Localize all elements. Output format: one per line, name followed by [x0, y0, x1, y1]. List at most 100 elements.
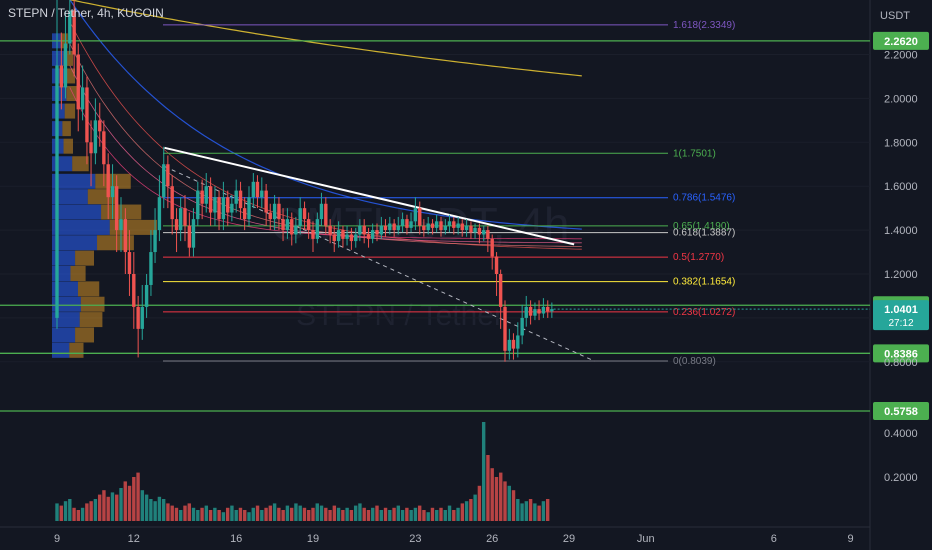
volume-bar	[524, 501, 529, 521]
candle-body	[298, 208, 302, 226]
volume-profile-bar-up	[52, 219, 110, 235]
candle-body	[392, 223, 396, 231]
candle-body	[242, 208, 247, 220]
volume-profile-bar-up	[52, 50, 64, 66]
candle-body	[426, 223, 430, 231]
volume-bar	[268, 505, 273, 521]
volume-bar	[341, 510, 345, 521]
price-tick-label: 2.2000	[884, 50, 918, 62]
volume-profile-bar-down	[79, 312, 103, 328]
volume-bar	[110, 492, 115, 521]
candle-body	[447, 221, 452, 226]
candle-body	[178, 208, 183, 231]
candle-body	[93, 120, 98, 154]
volume-profile-bar-down	[64, 68, 76, 84]
candle-body	[439, 221, 443, 231]
volume-bar	[247, 512, 251, 521]
volume-bar	[469, 499, 473, 521]
candle-body	[516, 335, 520, 349]
volume-bar	[302, 507, 307, 521]
volume-bar	[511, 490, 516, 521]
volume-bar	[345, 507, 349, 521]
candle-body	[221, 197, 226, 220]
currency-label: USDT	[880, 10, 910, 22]
volume-bar	[464, 501, 469, 521]
volume-bar	[85, 503, 89, 521]
volume-bar	[80, 507, 85, 521]
volume-profile-bar-down	[63, 138, 73, 154]
volume-bar	[315, 503, 319, 521]
candle-body	[533, 309, 537, 316]
volume-bar	[102, 490, 106, 521]
candle-body	[264, 190, 268, 213]
candle-body	[85, 87, 89, 143]
volume-bar	[481, 422, 486, 521]
candle-countdown-label: 27:12	[888, 318, 913, 329]
candle-body	[294, 225, 298, 235]
candle-body	[341, 230, 345, 239]
candle-body	[443, 225, 448, 231]
volume-bar	[443, 510, 447, 521]
resistance-trendline	[164, 146, 575, 246]
level-badge-label: 0.8386	[884, 348, 918, 360]
candle-body	[405, 219, 409, 228]
candle-body	[311, 230, 315, 239]
candle-body	[332, 234, 336, 242]
candle-body	[319, 203, 324, 220]
candle-body	[413, 208, 418, 222]
volume-bar	[161, 499, 166, 521]
volume-bar	[132, 477, 136, 521]
candle-body	[119, 219, 123, 231]
volume-bar	[426, 512, 430, 521]
volume-bar	[528, 499, 533, 521]
volume-profile-bar-down	[70, 266, 86, 281]
volume-bar	[174, 507, 179, 521]
candle-body	[434, 221, 439, 228]
volume-bar	[149, 499, 153, 521]
symbol-header[interactable]: STEPN / Tether, 4h, KUCOIN	[8, 6, 164, 20]
candle-body	[511, 339, 516, 349]
level-badge	[873, 402, 929, 421]
candle-body	[494, 256, 499, 274]
level-badge	[873, 344, 929, 363]
candle-body	[260, 190, 264, 198]
fib-level-label: 0.65(1.4190)	[673, 221, 730, 232]
moving-average-line	[69, 0, 582, 77]
volume-bar	[213, 507, 217, 521]
volume-profile-bar-up	[52, 204, 102, 220]
volume-bar	[405, 507, 409, 521]
price-tick-label: 2.0000	[884, 93, 918, 105]
time-tick-label: 6	[771, 533, 777, 545]
candle-body	[362, 225, 366, 235]
volume-bar	[119, 488, 123, 521]
volume-bar	[255, 505, 260, 521]
candle-body	[324, 203, 328, 226]
volume-bar	[362, 507, 366, 521]
volume-bar	[127, 485, 132, 521]
candle-body	[550, 309, 554, 312]
fib-level-label: 0.236(1.0272)	[673, 307, 735, 318]
volume-bar	[319, 505, 324, 521]
volume-bar	[217, 510, 221, 521]
fib-level-label: 1(1.7501)	[673, 148, 716, 159]
volume-profile-bar-up	[52, 235, 98, 251]
volume-bar	[499, 472, 503, 521]
candle-body	[114, 186, 119, 231]
volume-bar	[358, 503, 362, 521]
volume-bar	[166, 503, 170, 521]
volume-profile-bar-down	[64, 103, 76, 119]
volume-bar	[477, 485, 482, 521]
candle-body	[200, 190, 204, 204]
candle-body	[98, 120, 102, 132]
volume-bar	[298, 505, 302, 521]
volume-bar	[89, 501, 93, 521]
candle-body	[473, 227, 477, 233]
volume-bar	[204, 505, 209, 521]
volume-bar	[422, 510, 426, 521]
volume-bar	[430, 507, 435, 521]
candle-body	[315, 219, 320, 239]
volume-tick-label: 0.2000	[884, 472, 918, 484]
volume-bar	[375, 505, 379, 521]
